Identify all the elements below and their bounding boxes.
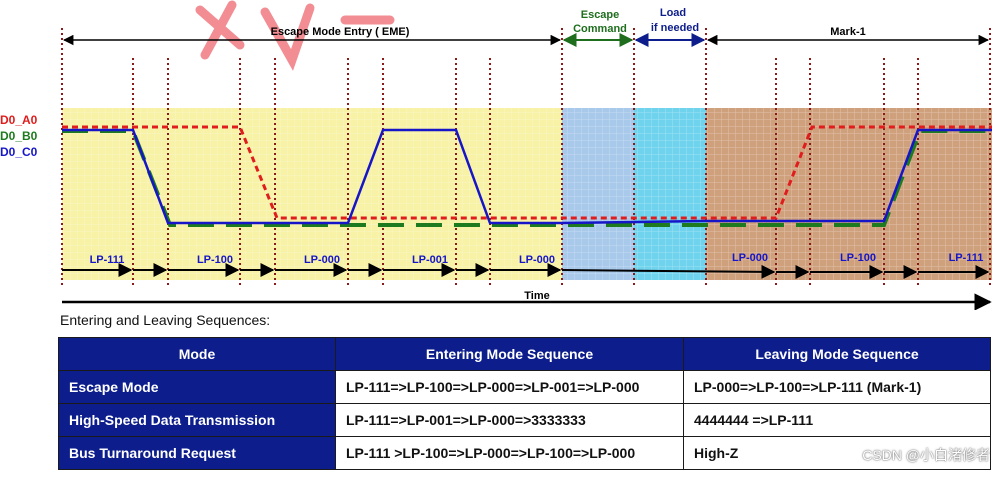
signal-label-d0-a0: D0_A0 (0, 113, 38, 127)
state-label: LP-001 (412, 254, 448, 266)
signal-label-d0-b0: D0_B0 (0, 129, 38, 143)
escape-mode-timing-diagram: Escape Mode Entry ( EME) Escape Command … (61, 0, 992, 310)
signal-label-d0-c0: D0_C0 (0, 145, 38, 159)
sequences-section-title: Entering and Leaving Sequences: (60, 312, 271, 328)
state-label: LP-100 (840, 252, 876, 264)
entering-cell: LP-111=>LP-100=>LP-000=>LP-001=>LP-000 (335, 370, 684, 404)
table-row: Escape Mode LP-111=>LP-100=>LP-000=>LP-0… (58, 370, 991, 404)
header-mode: Mode (58, 337, 336, 371)
state-label: LP-100 (197, 254, 233, 266)
state-label: LP-111 (90, 254, 125, 266)
sequence-table: Mode Entering Mode Sequence Leaving Mode… (58, 337, 991, 470)
state-label: LP-111 (949, 252, 984, 264)
d0-c0-trace (62, 128, 992, 225)
time-axis-label: Time (524, 290, 549, 302)
leaving-cell: 4444444 =>LP-111 (683, 403, 991, 437)
leaving-cell: High-Z (683, 436, 991, 470)
d0-a0-trace (62, 125, 992, 220)
header-entering: Entering Mode Sequence (335, 337, 684, 371)
mark-span-label: Mark-1 (830, 26, 865, 38)
leaving-cell: LP-000=>LP-100=>LP-111 (Mark-1) (683, 370, 991, 404)
escape-command-label-line1: Escape (581, 9, 620, 21)
load-label-line2: if needed (651, 22, 699, 34)
csdn-watermark: CSDN @小白渚修者 (862, 447, 990, 463)
mode-cell: Escape Mode (58, 370, 336, 404)
state-label: LP-000 (519, 254, 555, 266)
entering-cell: LP-111 >LP-100=>LP-000=>LP-100=>LP-000 (335, 436, 684, 470)
table-row: Bus Turnaround Request LP-111 >LP-100=>L… (58, 436, 991, 470)
mode-cell: High-Speed Data Transmission (58, 403, 336, 437)
mode-cell: Bus Turnaround Request (58, 436, 336, 470)
table-header-row: Mode Entering Mode Sequence Leaving Mode… (58, 337, 991, 371)
escape-command-label-line2: Command (573, 23, 627, 35)
load-label-line1: Load (660, 7, 686, 19)
header-leaving: Leaving Mode Sequence (683, 337, 991, 371)
state-label: LP-000 (732, 252, 768, 264)
eme-span-label: Escape Mode Entry ( EME) (271, 26, 410, 38)
entering-cell: LP-111=>LP-001=>LP-000=>3333333 (335, 403, 684, 437)
state-label: LP-000 (304, 254, 340, 266)
table-row: High-Speed Data Transmission LP-111=>LP-… (58, 403, 991, 437)
